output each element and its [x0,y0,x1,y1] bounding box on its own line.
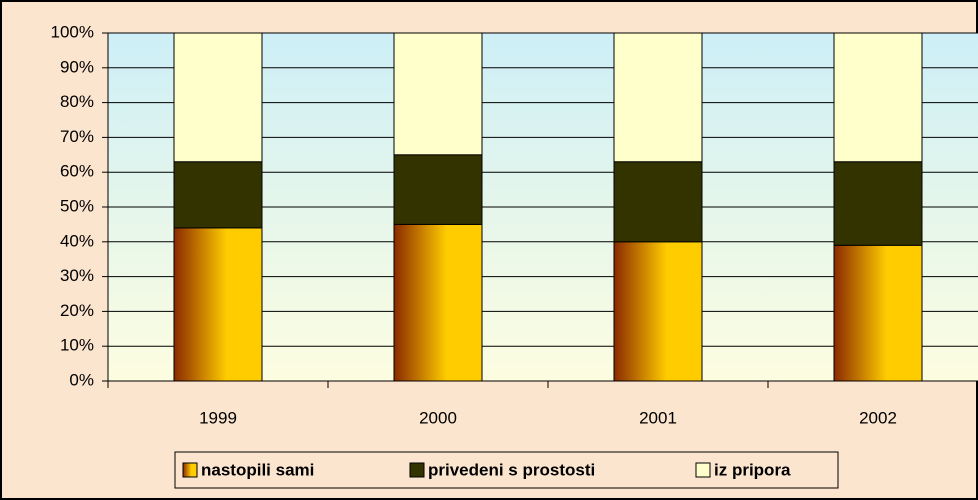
x-tick-label: 2001 [639,408,677,427]
bar-segment [173,227,263,382]
bar-segment [833,32,923,163]
legend-box [174,451,839,489]
y-tick-label: 100% [51,22,94,41]
bar-segment [833,161,923,246]
bar-segment [393,154,483,225]
bar-segment [613,241,703,382]
y-tick-label: 70% [60,127,94,146]
y-tick-label: 0% [69,370,94,389]
x-tick-label: 2002 [859,408,897,427]
y-tick-label: 40% [60,231,94,250]
bar-segment [613,161,703,243]
bar-segment [173,32,263,163]
y-tick-label: 50% [60,196,94,215]
bar-segment [393,223,483,382]
legend-swatch [182,462,198,478]
x-tick-label: 1999 [199,408,237,427]
legend-label: nastopili sami [201,460,314,479]
legend-label: privedeni s prostosti [428,460,595,479]
bar-segment [393,32,483,156]
y-tick-label: 20% [60,301,94,320]
legend: nastopili sami privedeni s prostosti iz pr… [182,460,791,479]
y-tick-label: 60% [60,162,94,181]
x-tick-label: 2000 [419,408,457,427]
y-tick-label: 10% [60,336,94,355]
bar-segment [173,161,263,229]
legend-swatch [695,462,711,478]
bar-segment [833,244,923,382]
bar-segment [613,32,703,163]
legend-swatch [409,462,425,478]
y-tick-label: 80% [60,92,94,111]
legend-label: iz pripora [714,460,791,479]
y-tick-label: 30% [60,266,94,285]
bars [173,32,923,382]
y-tick-label: 90% [60,57,94,76]
axes: 0% 10% 20% 30% 40% 50% 60% 70% 80% 90% 100% 1999 200… [51,22,978,427]
